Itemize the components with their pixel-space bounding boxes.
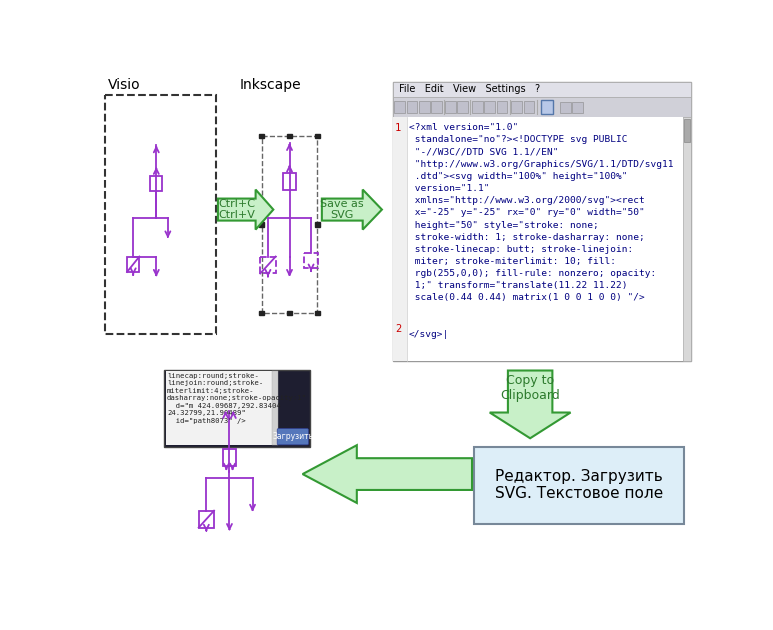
Bar bbox=[472, 101, 483, 113]
Text: <?xml version="1.0"
 standalone="no"?><!DOCTYPE svg PUBLIC
 "-//W3C//DTD SVG 1.1: <?xml version="1.0" standalone="no"?><!D… bbox=[409, 123, 673, 302]
Text: 2: 2 bbox=[395, 324, 401, 333]
Text: File   Edit   View   Settings   ?: File Edit View Settings ? bbox=[399, 84, 540, 94]
Bar bbox=[127, 256, 139, 272]
Bar bbox=[485, 101, 495, 113]
Bar bbox=[288, 311, 292, 316]
Bar bbox=[572, 102, 583, 113]
Bar bbox=[315, 222, 319, 227]
Bar bbox=[684, 118, 690, 142]
Bar bbox=[540, 100, 553, 114]
Text: Редактор. Загрузить
SVG. Текстовое поле: Редактор. Загрузить SVG. Текстовое поле bbox=[495, 469, 663, 501]
Bar bbox=[458, 101, 468, 113]
Polygon shape bbox=[322, 190, 382, 229]
Bar bbox=[683, 117, 691, 361]
Polygon shape bbox=[490, 370, 570, 438]
Polygon shape bbox=[302, 445, 472, 503]
Bar bbox=[104, 95, 216, 333]
Text: linecap:round;stroke-
linejoin:round;stroke-
miterlimit:4;stroke-
dasharray:none: linecap:round;stroke- linejoin:round;str… bbox=[167, 373, 307, 424]
Bar bbox=[315, 134, 319, 138]
Bar bbox=[540, 100, 553, 114]
Text: Save as
SVG: Save as SVG bbox=[321, 199, 364, 220]
Bar bbox=[393, 97, 691, 117]
Text: </svg>|: </svg>| bbox=[409, 329, 449, 339]
Bar bbox=[272, 371, 278, 445]
Text: Загрузить: Загрузить bbox=[272, 432, 313, 441]
Text: Inkscape: Inkscape bbox=[240, 79, 301, 93]
Bar bbox=[475, 447, 684, 524]
Bar bbox=[261, 256, 276, 273]
Bar bbox=[288, 134, 292, 138]
Bar bbox=[165, 371, 274, 445]
Bar bbox=[560, 102, 570, 113]
Bar bbox=[445, 101, 456, 113]
Bar bbox=[394, 101, 405, 113]
Bar bbox=[496, 101, 507, 113]
Text: Ctrl+C
Ctrl+V: Ctrl+C Ctrl+V bbox=[218, 199, 255, 220]
Bar bbox=[419, 101, 430, 113]
Bar bbox=[393, 117, 683, 361]
FancyBboxPatch shape bbox=[278, 428, 308, 445]
Bar bbox=[393, 82, 691, 97]
Bar bbox=[260, 222, 264, 227]
Bar bbox=[164, 370, 310, 447]
Bar bbox=[407, 101, 417, 113]
Bar bbox=[199, 511, 214, 527]
Text: 1: 1 bbox=[395, 123, 401, 134]
Bar bbox=[523, 101, 534, 113]
Bar bbox=[393, 82, 691, 361]
Bar bbox=[304, 253, 318, 268]
Bar bbox=[260, 311, 264, 316]
Text: Visio: Visio bbox=[107, 79, 141, 93]
Bar bbox=[262, 136, 317, 313]
Polygon shape bbox=[218, 190, 274, 229]
Bar bbox=[315, 311, 319, 316]
Bar bbox=[431, 101, 442, 113]
Bar bbox=[283, 173, 297, 190]
Bar bbox=[223, 449, 236, 466]
Bar bbox=[260, 134, 264, 138]
Bar bbox=[150, 176, 162, 191]
Text: Copy to
Clipboard: Copy to Clipboard bbox=[500, 374, 560, 402]
Bar bbox=[393, 117, 407, 361]
Bar bbox=[511, 101, 522, 113]
